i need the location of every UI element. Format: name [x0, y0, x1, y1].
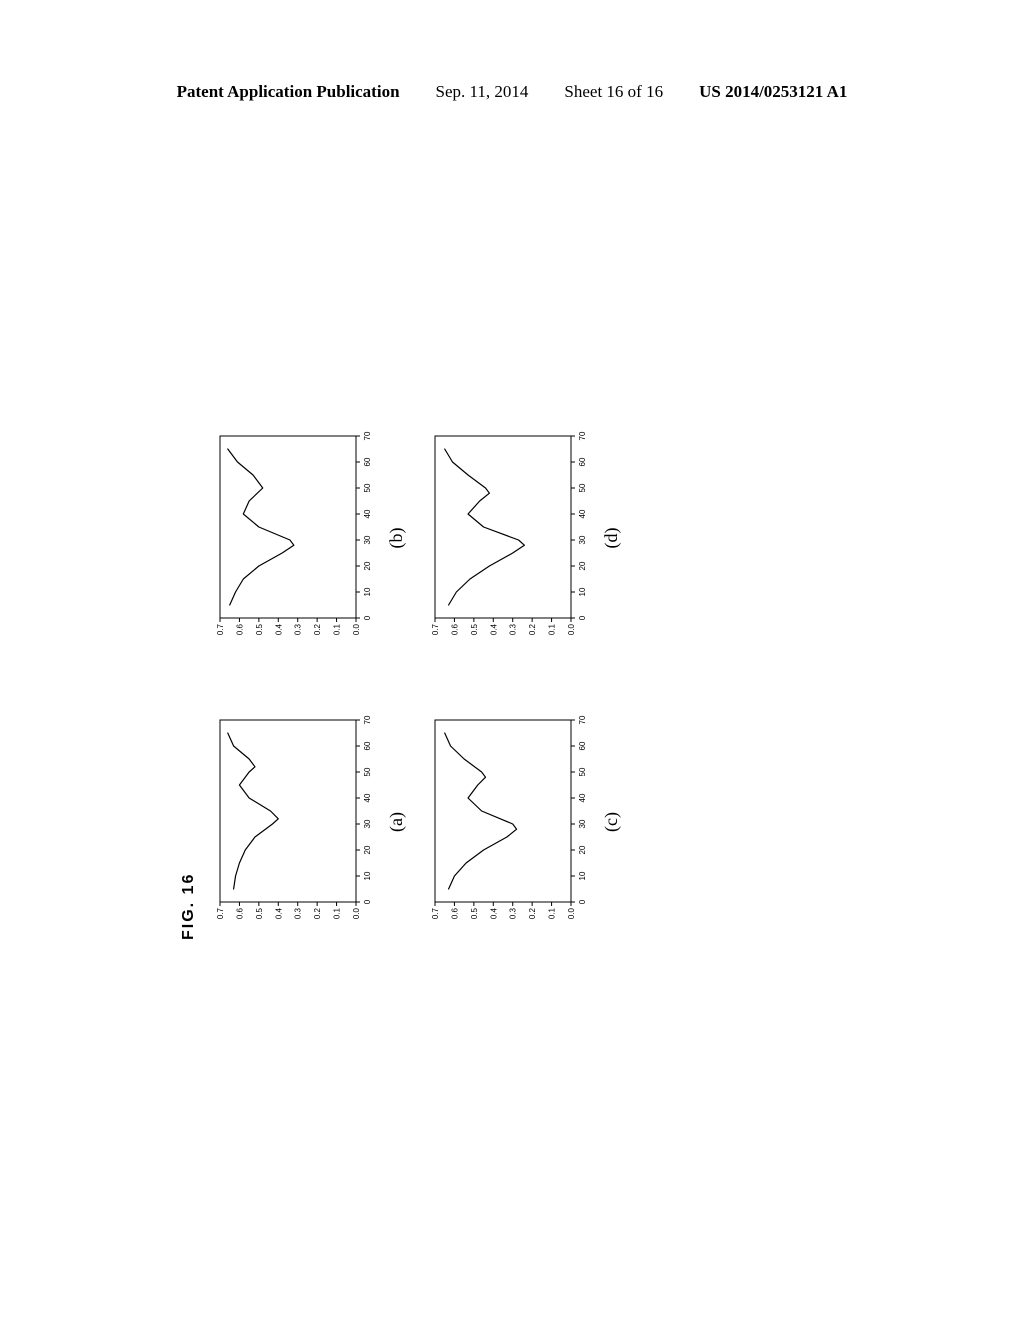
- panel-label-a: (a): [386, 812, 407, 832]
- svg-text:40: 40: [363, 509, 372, 518]
- svg-text:0.6: 0.6: [235, 623, 244, 635]
- svg-text:0.7: 0.7: [216, 907, 225, 919]
- figure-title: FIG. 16: [180, 420, 198, 940]
- svg-text:50: 50: [363, 483, 372, 492]
- svg-text:50: 50: [578, 483, 587, 492]
- chart-panel-a: 0.0 0.1 0.2 0.3 0.4 0.5 0.6 0.7 0 10 20 30 40 50 60 70 (…: [210, 704, 407, 940]
- svg-text:70: 70: [578, 715, 587, 724]
- svg-text:60: 60: [363, 457, 372, 466]
- svg-text:0.7: 0.7: [216, 623, 225, 635]
- svg-text:0.5: 0.5: [470, 907, 479, 919]
- svg-text:0.2: 0.2: [528, 623, 537, 635]
- header-patent-no: US 2014/0253121 A1: [699, 82, 847, 102]
- svg-text:70: 70: [578, 431, 587, 440]
- figure-16: FIG. 16 0.0 0.1 0.2 0.3 0.4 0.5 0.6 0.7 0 10 20 30 4…: [180, 420, 700, 940]
- svg-text:0.3: 0.3: [509, 907, 518, 919]
- svg-text:0.0: 0.0: [567, 623, 576, 635]
- svg-text:0.0: 0.0: [567, 907, 576, 919]
- header-date: Sep. 11, 2014: [436, 82, 529, 102]
- svg-text:50: 50: [578, 767, 587, 776]
- svg-text:0.6: 0.6: [235, 907, 244, 919]
- svg-text:0: 0: [578, 615, 587, 620]
- panel-label-b: (b): [386, 528, 407, 549]
- svg-text:0.2: 0.2: [313, 623, 322, 635]
- svg-text:0.7: 0.7: [431, 907, 440, 919]
- svg-text:0.4: 0.4: [489, 623, 498, 635]
- svg-text:0.5: 0.5: [470, 623, 479, 635]
- svg-text:0.6: 0.6: [450, 907, 459, 919]
- svg-text:30: 30: [363, 819, 372, 828]
- svg-text:60: 60: [363, 741, 372, 750]
- svg-text:40: 40: [578, 793, 587, 802]
- svg-text:0.2: 0.2: [313, 907, 322, 919]
- svg-text:0.1: 0.1: [333, 623, 342, 635]
- svg-text:0.6: 0.6: [450, 623, 459, 635]
- chart-svg-b: 0.0 0.1 0.2 0.3 0.4 0.5 0.6 0.7 0 10 20 30 40 50 60 70: [210, 428, 380, 648]
- svg-text:0.4: 0.4: [274, 907, 283, 919]
- panel-label-d: (d): [601, 528, 622, 549]
- svg-text:0.5: 0.5: [255, 907, 264, 919]
- svg-text:20: 20: [578, 845, 587, 854]
- svg-text:10: 10: [578, 871, 587, 880]
- svg-text:60: 60: [578, 457, 587, 466]
- svg-text:0.4: 0.4: [489, 907, 498, 919]
- svg-text:0.1: 0.1: [548, 623, 557, 635]
- svg-text:50: 50: [363, 767, 372, 776]
- svg-text:0.3: 0.3: [509, 623, 518, 635]
- svg-text:0.2: 0.2: [528, 907, 537, 919]
- page-header: Patent Application Publication Sep. 11, …: [0, 82, 1024, 102]
- svg-text:60: 60: [578, 741, 587, 750]
- svg-text:20: 20: [363, 845, 372, 854]
- svg-text:0.3: 0.3: [294, 623, 303, 635]
- svg-text:70: 70: [363, 715, 372, 724]
- header-sheet: Sheet 16 of 16: [564, 82, 663, 102]
- svg-text:0.0: 0.0: [352, 907, 361, 919]
- svg-text:30: 30: [363, 535, 372, 544]
- svg-text:0.4: 0.4: [274, 623, 283, 635]
- svg-text:0.5: 0.5: [255, 623, 264, 635]
- chart-svg-a: 0.0 0.1 0.2 0.3 0.4 0.5 0.6 0.7 0 10 20 30 40 50 60 70: [210, 712, 380, 932]
- svg-text:30: 30: [578, 535, 587, 544]
- svg-text:10: 10: [363, 871, 372, 880]
- svg-text:0: 0: [578, 899, 587, 904]
- svg-text:0: 0: [363, 899, 372, 904]
- svg-text:0.3: 0.3: [294, 907, 303, 919]
- svg-text:20: 20: [363, 561, 372, 570]
- chart-svg-c: 0.0 0.1 0.2 0.3 0.4 0.5 0.6 0.7 0 10 20 30 40 50 60 70: [425, 712, 595, 932]
- svg-text:0.0: 0.0: [352, 623, 361, 635]
- svg-text:10: 10: [363, 587, 372, 596]
- svg-text:0.7: 0.7: [431, 623, 440, 635]
- svg-text:70: 70: [363, 431, 372, 440]
- chart-svg-d: 0.0 0.1 0.2 0.3 0.4 0.5 0.6 0.7 0 10 20 30 40 50 60 70: [425, 428, 595, 648]
- svg-text:30: 30: [578, 819, 587, 828]
- panel-label-c: (c): [601, 812, 622, 832]
- svg-text:40: 40: [578, 509, 587, 518]
- header-publication: Patent Application Publication: [177, 82, 400, 102]
- chart-panel-d: 0.0 0.1 0.2 0.3 0.4 0.5 0.6 0.7 0 10 20 30 40 50 60 70 (…: [425, 420, 622, 656]
- svg-text:20: 20: [578, 561, 587, 570]
- svg-text:10: 10: [578, 587, 587, 596]
- chart-panel-c: 0.0 0.1 0.2 0.3 0.4 0.5 0.6 0.7 0 10 20 30 40 50 60 70 (…: [425, 704, 622, 940]
- svg-text:0.1: 0.1: [548, 907, 557, 919]
- chart-panel-b: 0.0 0.1 0.2 0.3 0.4 0.5 0.6 0.7 0 10 20 30 40 50 60 70 (…: [210, 420, 407, 656]
- figure-panels-grid: 0.0 0.1 0.2 0.3 0.4 0.5 0.6 0.7 0 10 20 30 40 50 60 70 (…: [210, 420, 622, 940]
- svg-text:0: 0: [363, 615, 372, 620]
- svg-text:40: 40: [363, 793, 372, 802]
- svg-text:0.1: 0.1: [333, 907, 342, 919]
